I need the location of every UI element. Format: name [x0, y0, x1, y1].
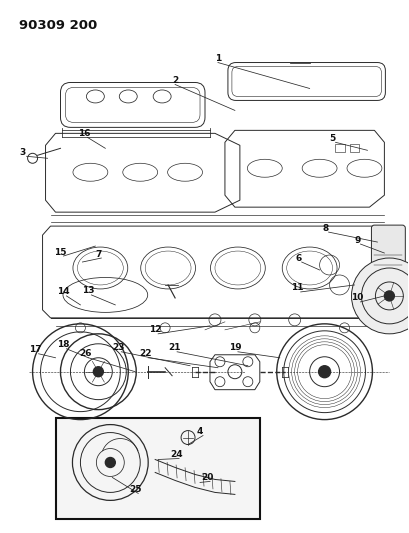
Text: 24: 24 — [170, 450, 182, 459]
Text: 10: 10 — [351, 294, 364, 302]
Text: 11: 11 — [292, 284, 304, 293]
Text: 26: 26 — [79, 349, 92, 358]
Text: 15: 15 — [54, 247, 67, 256]
Circle shape — [384, 291, 394, 301]
Text: 1: 1 — [215, 54, 221, 63]
Text: 18: 18 — [57, 340, 70, 349]
Text: 9: 9 — [354, 236, 361, 245]
Bar — [335, 144, 344, 152]
Text: 14: 14 — [57, 287, 70, 296]
Text: 22: 22 — [139, 349, 151, 358]
Text: 8: 8 — [322, 224, 329, 232]
Text: 17: 17 — [29, 345, 42, 354]
Text: 13: 13 — [82, 286, 94, 295]
Text: 2: 2 — [172, 76, 178, 85]
Circle shape — [106, 457, 115, 467]
Text: 6: 6 — [296, 254, 302, 263]
Text: 12: 12 — [149, 325, 162, 334]
Text: 3: 3 — [20, 148, 26, 157]
Text: 19: 19 — [229, 343, 241, 352]
Text: 25: 25 — [129, 485, 142, 494]
Text: 23: 23 — [112, 343, 125, 352]
FancyBboxPatch shape — [371, 225, 405, 291]
Text: 21: 21 — [168, 343, 180, 352]
Bar — [56, 417, 260, 519]
Text: 4: 4 — [197, 427, 203, 436]
Circle shape — [351, 258, 409, 334]
Circle shape — [319, 366, 330, 378]
Text: 90309 200: 90309 200 — [19, 19, 97, 31]
Circle shape — [93, 367, 103, 377]
Text: 5: 5 — [329, 134, 336, 143]
Text: 20: 20 — [201, 473, 213, 482]
Bar — [350, 144, 360, 152]
Text: 7: 7 — [95, 249, 101, 259]
Text: 16: 16 — [78, 129, 91, 138]
